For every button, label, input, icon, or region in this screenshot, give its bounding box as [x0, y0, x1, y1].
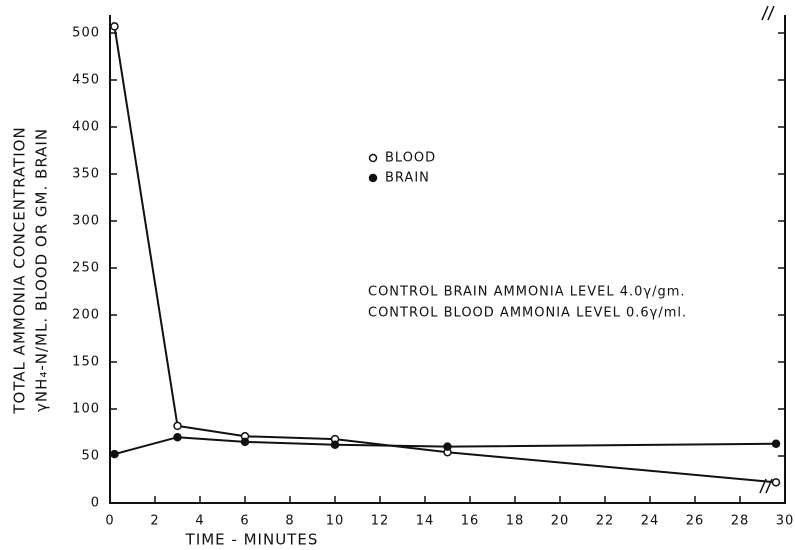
- y-tick-label: 400: [72, 120, 100, 135]
- legend-marker: [368, 173, 378, 183]
- annotation: CONTROL BRAIN AMMONIA LEVEL 4.0γ/gm.: [368, 285, 686, 300]
- data-point: [443, 442, 452, 451]
- legend-label: BLOOD: [385, 151, 436, 166]
- x-tick-label: 28: [731, 514, 750, 529]
- data-point: [771, 439, 781, 449]
- data-point: [330, 440, 340, 449]
- x-tick-label: 2: [150, 514, 159, 529]
- y-tick-label: 350: [72, 167, 100, 182]
- y-tick-label: 450: [72, 73, 100, 88]
- x-tick-label: 22: [596, 514, 615, 529]
- x-axis-label: TIME - MINUTES: [185, 531, 319, 549]
- x-tick-label: 18: [506, 514, 525, 529]
- y-tick-label: 0: [91, 496, 100, 511]
- y-tick-label: 50: [81, 449, 100, 464]
- x-tick-label: 30: [776, 514, 795, 529]
- y-axis-label: γNH₄-N/ML. BLOOD OR GM. BRAIN: [33, 128, 51, 412]
- x-tick-label: 4: [195, 514, 204, 529]
- data-point: [173, 432, 182, 442]
- x-tick-label: 0: [105, 514, 114, 529]
- data-point: [771, 478, 781, 487]
- x-tick-label: 20: [551, 514, 570, 529]
- x-tick-label: 8: [285, 514, 294, 529]
- axis-break: [759, 5, 775, 494]
- x-tick-label: 10: [326, 514, 345, 529]
- legend-marker: [368, 153, 378, 163]
- legend-label: BRAIN: [385, 171, 430, 186]
- x-tick-label: 24: [641, 514, 660, 529]
- y-axis-label: TOTAL AMMONIA CONCENTRATION: [11, 126, 29, 414]
- x-tick-label: 6: [240, 514, 249, 529]
- axes-frame: [109, 15, 786, 504]
- x-tick-label: 14: [416, 514, 435, 529]
- data-point: [240, 437, 250, 447]
- annotation: CONTROL BLOOD AMMONIA LEVEL 0.6γ/ml.: [368, 306, 687, 321]
- series-line: [113, 26, 777, 484]
- y-tick-label: 250: [72, 261, 100, 276]
- x-tick-label: 26: [686, 514, 705, 529]
- y-tick-label: 500: [72, 26, 100, 41]
- x-tick-label: 16: [461, 514, 480, 529]
- data-point: [110, 22, 119, 31]
- y-tick-label: 150: [72, 355, 100, 370]
- data-point: [173, 421, 182, 431]
- y-tick-label: 100: [72, 402, 100, 417]
- y-tick-label: 200: [72, 308, 100, 323]
- series-line: [114, 436, 777, 456]
- x-tick-label: 12: [371, 514, 390, 529]
- data-point: [110, 449, 119, 459]
- y-tick-label: 300: [72, 214, 100, 229]
